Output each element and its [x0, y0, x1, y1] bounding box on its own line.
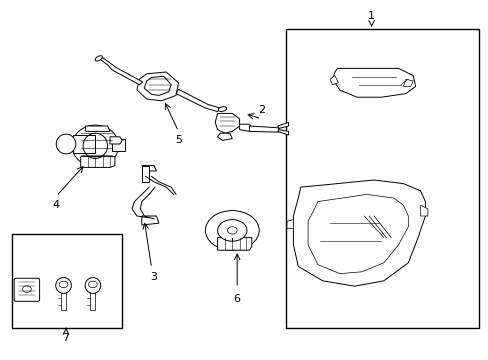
- Polygon shape: [142, 166, 156, 171]
- Bar: [12, 234, 122, 328]
- Polygon shape: [73, 135, 95, 153]
- Polygon shape: [110, 137, 122, 144]
- Ellipse shape: [56, 134, 76, 154]
- Polygon shape: [61, 293, 66, 310]
- Polygon shape: [420, 205, 427, 216]
- Ellipse shape: [85, 278, 101, 293]
- Polygon shape: [215, 113, 239, 133]
- Polygon shape: [329, 76, 338, 85]
- Polygon shape: [286, 220, 293, 229]
- Polygon shape: [217, 238, 251, 250]
- Text: 4: 4: [53, 200, 60, 210]
- Polygon shape: [137, 72, 178, 101]
- Circle shape: [217, 220, 246, 241]
- Text: 7: 7: [62, 333, 69, 343]
- Text: 2: 2: [258, 105, 264, 115]
- Polygon shape: [81, 157, 115, 167]
- Polygon shape: [85, 126, 110, 131]
- Polygon shape: [142, 216, 159, 225]
- Circle shape: [59, 281, 68, 288]
- Circle shape: [88, 281, 97, 288]
- Polygon shape: [217, 133, 232, 140]
- Circle shape: [22, 286, 31, 292]
- Text: 3: 3: [150, 272, 157, 282]
- Polygon shape: [144, 76, 171, 95]
- Ellipse shape: [72, 125, 118, 166]
- Polygon shape: [100, 58, 142, 85]
- Polygon shape: [142, 166, 149, 182]
- Ellipse shape: [95, 56, 102, 61]
- Polygon shape: [90, 293, 95, 310]
- Ellipse shape: [56, 278, 71, 293]
- Circle shape: [205, 211, 259, 250]
- Polygon shape: [249, 126, 278, 132]
- Polygon shape: [293, 180, 425, 286]
- Polygon shape: [277, 130, 288, 135]
- Polygon shape: [307, 194, 407, 274]
- FancyBboxPatch shape: [14, 278, 40, 301]
- Text: 5: 5: [175, 135, 182, 145]
- Polygon shape: [332, 68, 415, 97]
- Ellipse shape: [227, 227, 237, 234]
- Text: 1: 1: [367, 11, 374, 21]
- Bar: [285, 29, 478, 328]
- Polygon shape: [403, 79, 412, 86]
- Polygon shape: [112, 139, 124, 151]
- Ellipse shape: [218, 107, 226, 111]
- Polygon shape: [277, 122, 288, 129]
- Polygon shape: [176, 89, 220, 112]
- Text: 6: 6: [233, 294, 240, 304]
- Polygon shape: [239, 124, 251, 131]
